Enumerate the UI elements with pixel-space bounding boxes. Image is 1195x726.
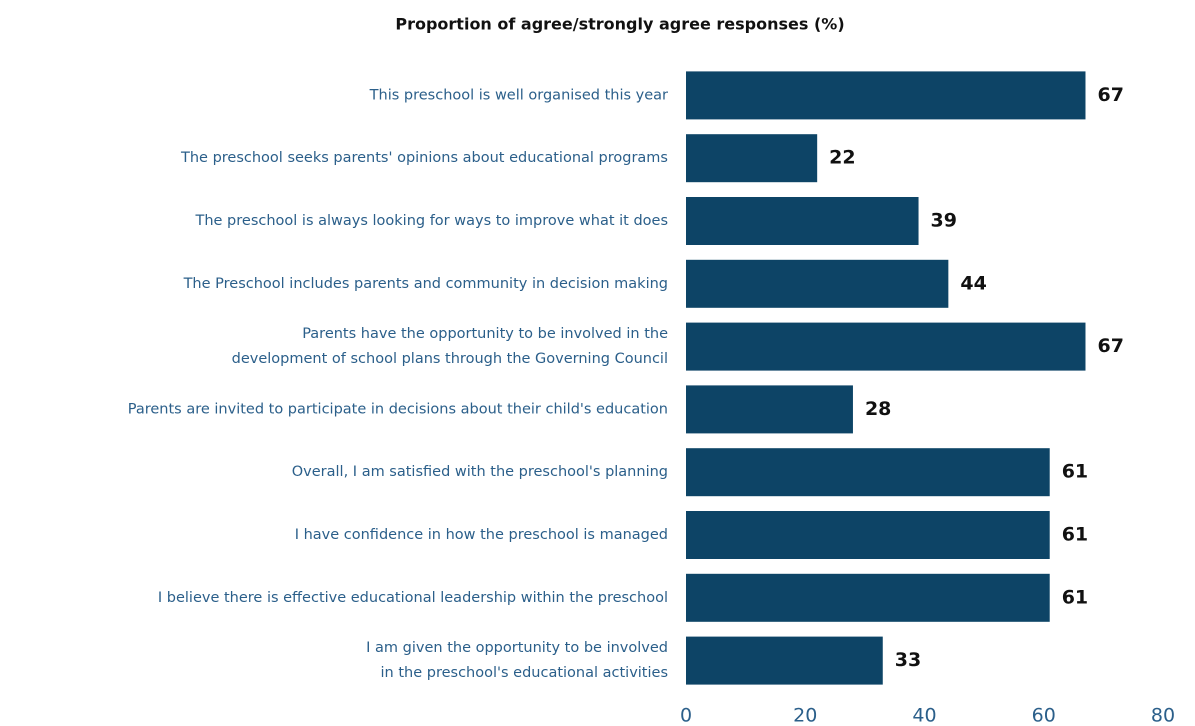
value-label: 67 [1097, 84, 1123, 106]
x-tick-label: 60 [1032, 705, 1056, 726]
category-label: This preschool is well organised this ye… [369, 87, 668, 103]
category-label: development of school plans through the … [232, 351, 668, 367]
category-label: I believe there is effective educational… [158, 590, 668, 606]
bar [686, 197, 919, 245]
value-label: 67 [1097, 335, 1123, 357]
category-label: The preschool is always looking for ways… [194, 213, 668, 229]
bar [686, 573, 1050, 622]
chart-title: Proportion of agree/strongly agree respo… [395, 15, 844, 34]
category-label: The Preschool includes parents and commu… [183, 276, 668, 292]
bar [686, 511, 1050, 559]
category-label: in the preschool's educational activitie… [381, 665, 668, 681]
value-label: 28 [865, 398, 891, 420]
bar [686, 322, 1086, 371]
category-label: Parents are invited to participate in de… [128, 401, 668, 417]
x-tick-label: 20 [793, 705, 817, 726]
value-label: 44 [960, 272, 986, 294]
value-label: 39 [931, 210, 957, 232]
category-label: Overall, I am satisfied with the prescho… [292, 464, 668, 480]
x-tick-label: 40 [912, 705, 936, 726]
category-label: I have confidence in how the preschool i… [295, 527, 668, 543]
bar [686, 259, 949, 308]
x-tick-label: 80 [1151, 705, 1175, 726]
value-label: 61 [1062, 586, 1088, 608]
bar [686, 636, 883, 685]
value-label: 61 [1062, 524, 1088, 546]
value-label: 33 [895, 649, 921, 671]
x-tick-label: 0 [680, 705, 692, 726]
bar [686, 71, 1086, 120]
bar [686, 385, 853, 434]
value-label: 61 [1062, 461, 1088, 483]
value-label: 22 [829, 147, 855, 169]
bar [686, 448, 1050, 497]
category-label: Parents have the opportunity to be invol… [302, 326, 668, 342]
bar [686, 134, 818, 183]
category-label: The preschool seeks parents' opinions ab… [180, 150, 668, 166]
category-label: I am given the opportunity to be involve… [366, 640, 668, 656]
